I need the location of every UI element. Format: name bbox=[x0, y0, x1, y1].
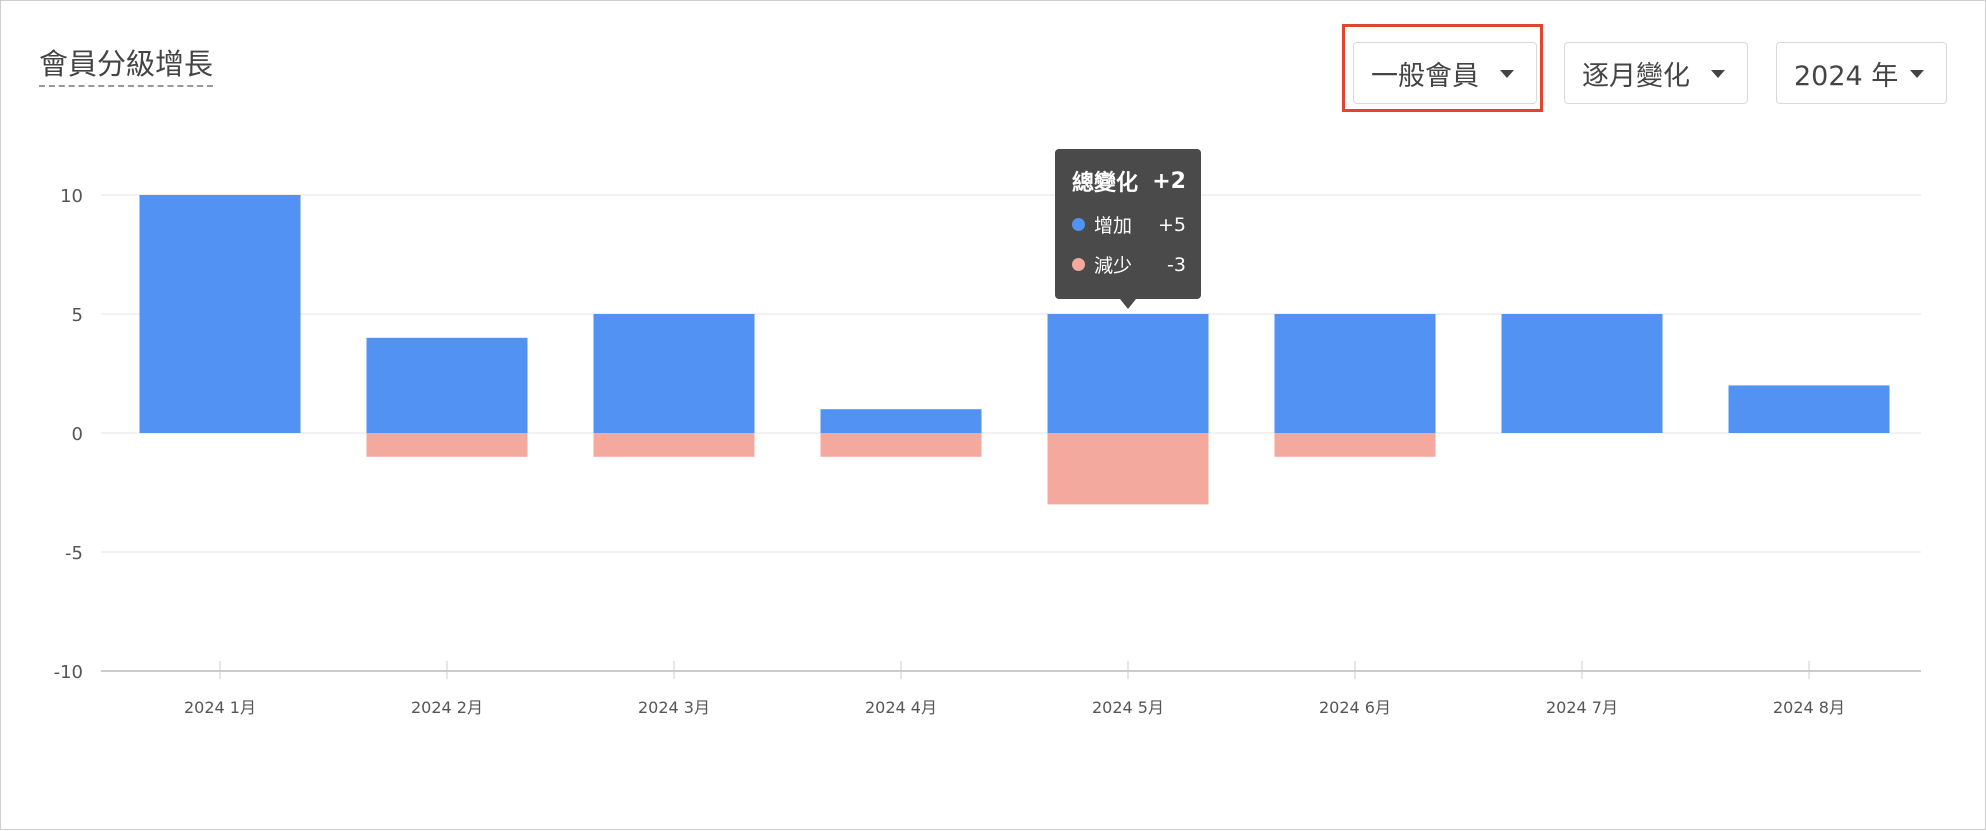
tooltip-increase-value: +5 bbox=[1157, 213, 1186, 236]
tooltip-decrease-value: -3 bbox=[1167, 253, 1186, 276]
period-dropdown[interactable]: 逐月變化 bbox=[1564, 42, 1748, 104]
y-tick-label: 0 bbox=[72, 424, 83, 445]
y-tick-label: -5 bbox=[65, 543, 83, 564]
y-tick-label: -10 bbox=[54, 662, 83, 683]
increase-bar bbox=[366, 337, 528, 433]
tooltip-increase-label: 增加 bbox=[1094, 215, 1133, 237]
caret-down-icon bbox=[1910, 70, 1924, 78]
chart-title: 會員分級增長 bbox=[39, 45, 214, 87]
decrease-dot-icon bbox=[1072, 258, 1085, 271]
tooltip-decrease-label: 減少 bbox=[1094, 255, 1133, 277]
x-tick-label: 2024 1月 bbox=[184, 698, 256, 717]
decrease-bar bbox=[593, 433, 755, 457]
increase-bar bbox=[1274, 314, 1436, 433]
increase-bar bbox=[593, 314, 755, 433]
x-tick-label: 2024 2月 bbox=[411, 698, 483, 717]
decrease-bar bbox=[1047, 433, 1209, 505]
member-type-dropdown[interactable]: 一般會員 bbox=[1353, 42, 1537, 104]
year-value: 2024 年 bbox=[1794, 60, 1899, 92]
highlight-box bbox=[1342, 24, 1543, 112]
x-tick-label: 2024 3月 bbox=[638, 698, 710, 717]
x-tick-label: 2024 6月 bbox=[1319, 698, 1391, 717]
x-tick-label: 2024 5月 bbox=[1092, 698, 1164, 717]
increase-dot-icon bbox=[1072, 218, 1085, 231]
increase-bar bbox=[139, 195, 301, 433]
chart-tooltip: 總變化 +2 增加 +5 減少 -3 bbox=[1055, 149, 1201, 309]
increase-bar bbox=[1047, 314, 1209, 433]
caret-down-icon bbox=[1711, 70, 1725, 78]
tooltip-title-label: 總變化 bbox=[1072, 171, 1139, 196]
member-type-value: 一般會員 bbox=[1371, 60, 1479, 92]
increase-bar bbox=[820, 409, 982, 433]
x-tick-label: 2024 8月 bbox=[1773, 698, 1845, 717]
caret-down-icon bbox=[1500, 70, 1514, 78]
increase-bar bbox=[1728, 385, 1890, 433]
decrease-bar bbox=[820, 433, 982, 457]
decrease-bar bbox=[366, 433, 528, 457]
year-dropdown[interactable]: 2024 年 bbox=[1776, 42, 1947, 104]
increase-bar bbox=[1501, 314, 1663, 433]
y-tick-label: 5 bbox=[72, 305, 83, 326]
period-value: 逐月變化 bbox=[1582, 60, 1690, 92]
x-tick-label: 2024 4月 bbox=[865, 698, 937, 717]
tooltip-title-value: +2 bbox=[1152, 168, 1186, 194]
x-tick-label: 2024 7月 bbox=[1546, 698, 1618, 717]
y-tick-label: 10 bbox=[60, 186, 83, 207]
decrease-bar bbox=[1274, 433, 1436, 457]
